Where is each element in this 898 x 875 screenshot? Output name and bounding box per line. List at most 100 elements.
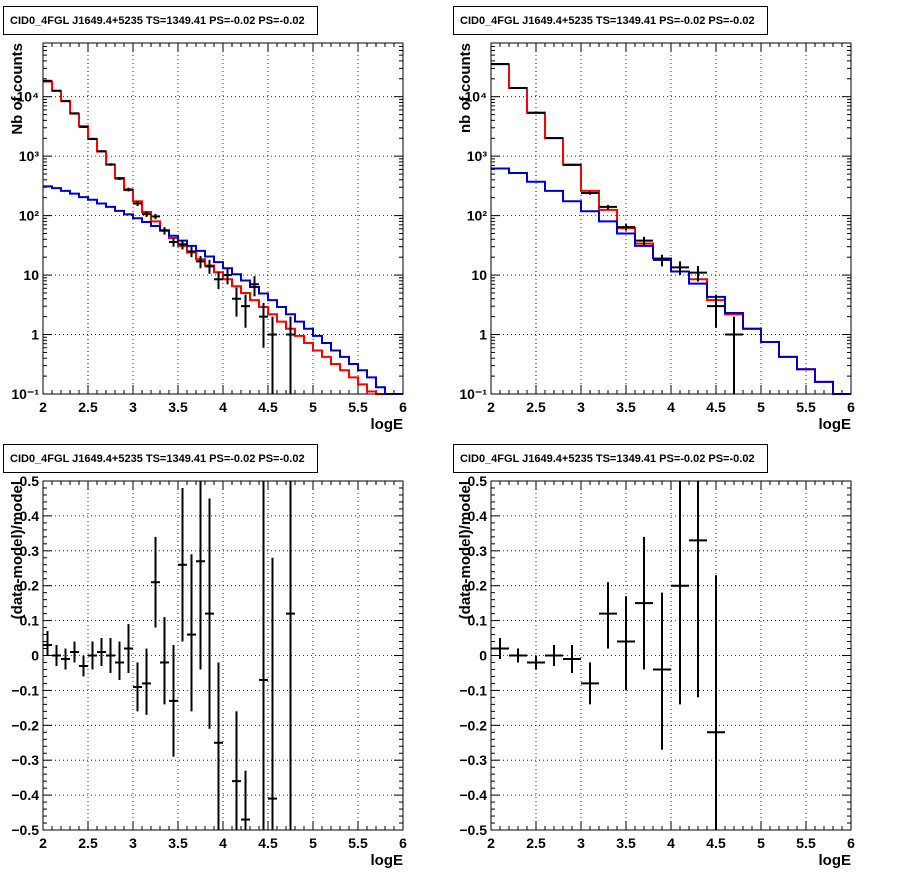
data-point (653, 254, 671, 267)
x-tick-label: 5.5 (796, 835, 816, 851)
x-tick-label: 2.5 (78, 399, 98, 415)
y-tick-label: 1 (479, 327, 487, 343)
data-point (232, 287, 241, 317)
x-tick-label: 4 (219, 835, 227, 851)
data-point (214, 271, 223, 290)
data-point (259, 302, 268, 348)
data-point (581, 191, 599, 195)
data-point (563, 645, 581, 673)
data-point (241, 294, 250, 328)
data-point (491, 638, 509, 659)
data-point (115, 641, 124, 680)
x-tick-label: 2 (39, 835, 47, 851)
x-tick-label: 5.5 (348, 399, 368, 415)
y-tick-label: −0.2 (11, 717, 39, 733)
y-tick-label: −0.3 (11, 752, 39, 768)
chart-panel-top-right: CID0_4FGL J1649.4+5235 TS=1349.41 PS=-0.… (453, 6, 855, 433)
data-point (169, 238, 178, 247)
chart-panel-top-left: CID0_4FGL J1649.4+5235 TS=1349.41 PS=-0.… (3, 6, 407, 433)
x-tick-label: 6 (399, 399, 407, 415)
y-tick-label: 10³ (19, 148, 40, 164)
data-point (43, 631, 52, 656)
data-point (250, 276, 259, 297)
data-point (160, 227, 169, 235)
data-point (79, 125, 88, 128)
x-tick-label: 2 (39, 399, 47, 415)
chart-panel-bottom-left: CID0_4FGL J1649.4+5235 TS=1349.41 PS=-0.… (3, 444, 407, 869)
y-tick-label: 10⁴ (17, 89, 40, 105)
y-tick-label: −0.1 (459, 682, 487, 698)
x-tick-label: 3.5 (616, 835, 636, 851)
x-tick-label: 4.5 (706, 835, 726, 851)
data-point (178, 239, 187, 250)
plot-frame (490, 480, 852, 831)
y-tick-label: 0.2 (468, 578, 488, 594)
x-tick-label: 3 (129, 835, 137, 851)
data-point (635, 236, 653, 246)
data-point (187, 554, 196, 712)
y-tick-label: 0.1 (468, 613, 488, 629)
plot-title-box (3, 444, 318, 473)
y-tick-label: 0.5 (468, 473, 488, 489)
x-tick-label: 6 (847, 399, 855, 415)
x-axis-title: logE (819, 852, 852, 869)
y-axis-title: (data-model)/model (457, 481, 474, 619)
data-point (79, 655, 88, 677)
data-point (106, 163, 115, 166)
y-tick-label: 0.5 (20, 473, 40, 489)
data-point (599, 204, 617, 210)
x-tick-label: 6 (399, 835, 407, 851)
data-point (671, 261, 689, 276)
x-tick-label: 5 (309, 399, 317, 415)
plot-title: CID0_4FGL J1649.4+5235 TS=1349.41 PS=-0.… (10, 15, 305, 27)
plot-title: CID0_4FGL J1649.4+5235 TS=1349.41 PS=-0.… (460, 453, 755, 465)
data-point (214, 662, 223, 830)
plot-frame (42, 480, 404, 831)
axis-ticks (42, 480, 404, 831)
x-tick-label: 5 (757, 835, 765, 851)
data-point (169, 645, 178, 757)
data-point (268, 557, 277, 830)
y-tick-label: −0.4 (11, 787, 39, 803)
x-tick-label: 5 (757, 399, 765, 415)
data-point (707, 294, 725, 328)
x-axis-title: logE (819, 416, 852, 433)
data-point (151, 536, 160, 628)
plot-frame (42, 42, 404, 395)
data-point (88, 641, 97, 670)
data-point (527, 655, 545, 670)
data-point (133, 201, 142, 207)
y-tick-label: 0 (31, 648, 39, 664)
y-tick-label: 0.4 (20, 508, 40, 524)
x-axis-title: logE (371, 852, 404, 869)
y-tick-label: −0.1 (11, 682, 39, 698)
x-tick-label: 4 (667, 399, 675, 415)
x-tick-label: 3.5 (168, 399, 188, 415)
x-tick-label: 3 (577, 835, 585, 851)
data-point (70, 641, 79, 663)
model-component-step-line (491, 167, 851, 395)
data-point (527, 111, 545, 114)
data-point (286, 481, 295, 830)
x-tick-label: 3.5 (168, 835, 188, 851)
data-point (545, 137, 563, 140)
data-point (61, 100, 70, 103)
data-point (160, 617, 169, 705)
x-tick-label: 4.5 (706, 399, 726, 415)
axis-ticks (490, 480, 852, 831)
data-point (268, 316, 277, 394)
grid-lines (43, 481, 403, 830)
plot-title-box (453, 444, 768, 473)
y-tick-label: −0.5 (459, 822, 487, 838)
plot-title-box (3, 6, 318, 35)
data-point (653, 592, 671, 750)
x-tick-label: 3 (577, 399, 585, 415)
x-tick-label: 2.5 (526, 399, 546, 415)
data-point (259, 481, 268, 830)
data-point (689, 481, 707, 698)
plot-frame (490, 42, 852, 395)
data-point (124, 624, 133, 673)
y-tick-label: 0.4 (468, 508, 488, 524)
data-point (187, 246, 196, 258)
